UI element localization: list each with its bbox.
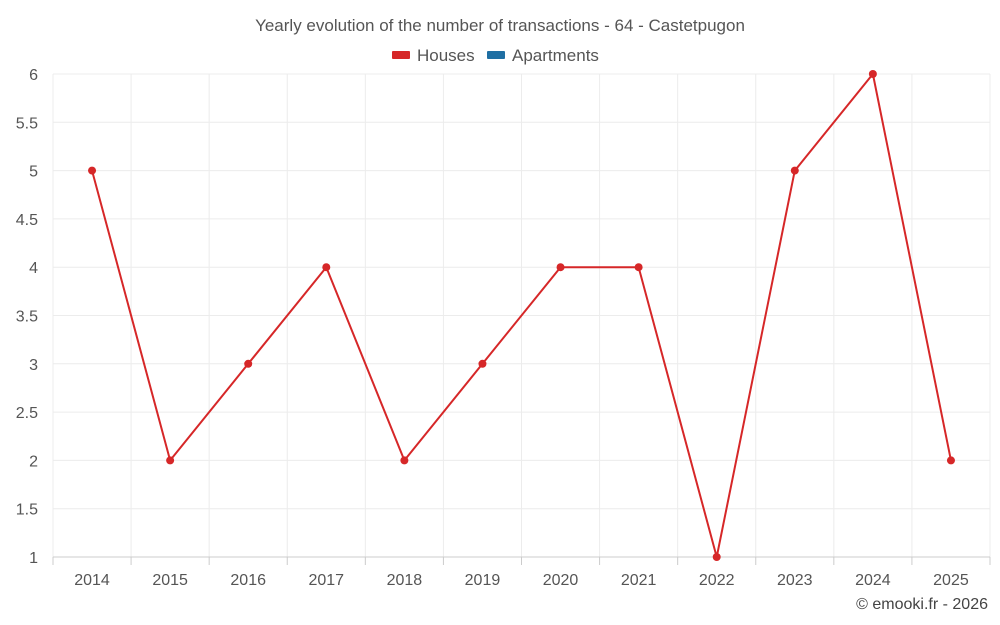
x-tick-label: 2022 [699, 572, 735, 589]
x-tick-label: 2014 [74, 572, 110, 589]
y-tick-label: 5.5 [16, 115, 38, 132]
x-tick-label: 2020 [543, 572, 579, 589]
data-point-houses-2025[interactable] [946, 456, 955, 465]
y-tick-label: 2 [29, 453, 38, 470]
data-point-houses-2017[interactable] [322, 263, 331, 272]
credit-text: © emooki.fr - 2026 [856, 596, 988, 613]
x-tick-label: 2023 [777, 572, 813, 589]
data-point-houses-2023[interactable] [790, 166, 799, 175]
legend-item-houses[interactable]: Houses [392, 46, 475, 65]
x-tick-label: 2019 [465, 572, 501, 589]
x-tick-label: 2021 [621, 572, 657, 589]
data-point-houses-2014[interactable] [88, 166, 97, 175]
chart-title: Yearly evolution of the number of transa… [255, 16, 745, 35]
data-point-houses-2018[interactable] [400, 456, 409, 465]
y-tick-label: 4 [29, 260, 38, 277]
x-tick-label: 2025 [933, 572, 969, 589]
y-tick-label: 6 [29, 67, 38, 84]
y-tick-label: 5 [29, 164, 38, 181]
y-tick-label: 3 [29, 357, 38, 374]
series-layer [88, 70, 955, 561]
data-point-houses-2020[interactable] [556, 263, 565, 272]
data-point-houses-2015[interactable] [166, 456, 175, 465]
legend[interactable]: Houses Apartments [392, 46, 599, 65]
legend-item-apartments[interactable]: Apartments [487, 46, 599, 65]
legend-label: Houses [417, 46, 475, 65]
y-tick-label: 1 [29, 550, 38, 567]
legend-swatch [392, 51, 410, 59]
data-point-houses-2019[interactable] [478, 359, 487, 368]
x-tick-label: 2024 [855, 572, 891, 589]
data-point-houses-2016[interactable] [244, 359, 253, 368]
data-point-houses-2021[interactable] [634, 263, 643, 272]
y-tick-label: 1.5 [16, 502, 38, 519]
data-point-houses-2022[interactable] [712, 553, 721, 561]
legend-label: Apartments [512, 46, 599, 65]
series-line-houses [91, 73, 952, 558]
x-tick-label: 2018 [387, 572, 423, 589]
y-tick-label: 4.5 [16, 212, 38, 229]
y-tick-label: 2.5 [16, 405, 38, 422]
y-tick-label: 3.5 [16, 309, 38, 326]
axes: 1 1.5 2 2.5 3 3.5 4 4.5 5 5.5 6 2014 2015 2016 2017 201… [16, 67, 991, 589]
data-point-houses-2024[interactable] [868, 70, 877, 78]
x-tick-label: 2016 [230, 572, 266, 589]
legend-swatch [487, 51, 505, 59]
x-tick-label: 2017 [308, 572, 344, 589]
x-tick-label: 2015 [152, 572, 188, 589]
